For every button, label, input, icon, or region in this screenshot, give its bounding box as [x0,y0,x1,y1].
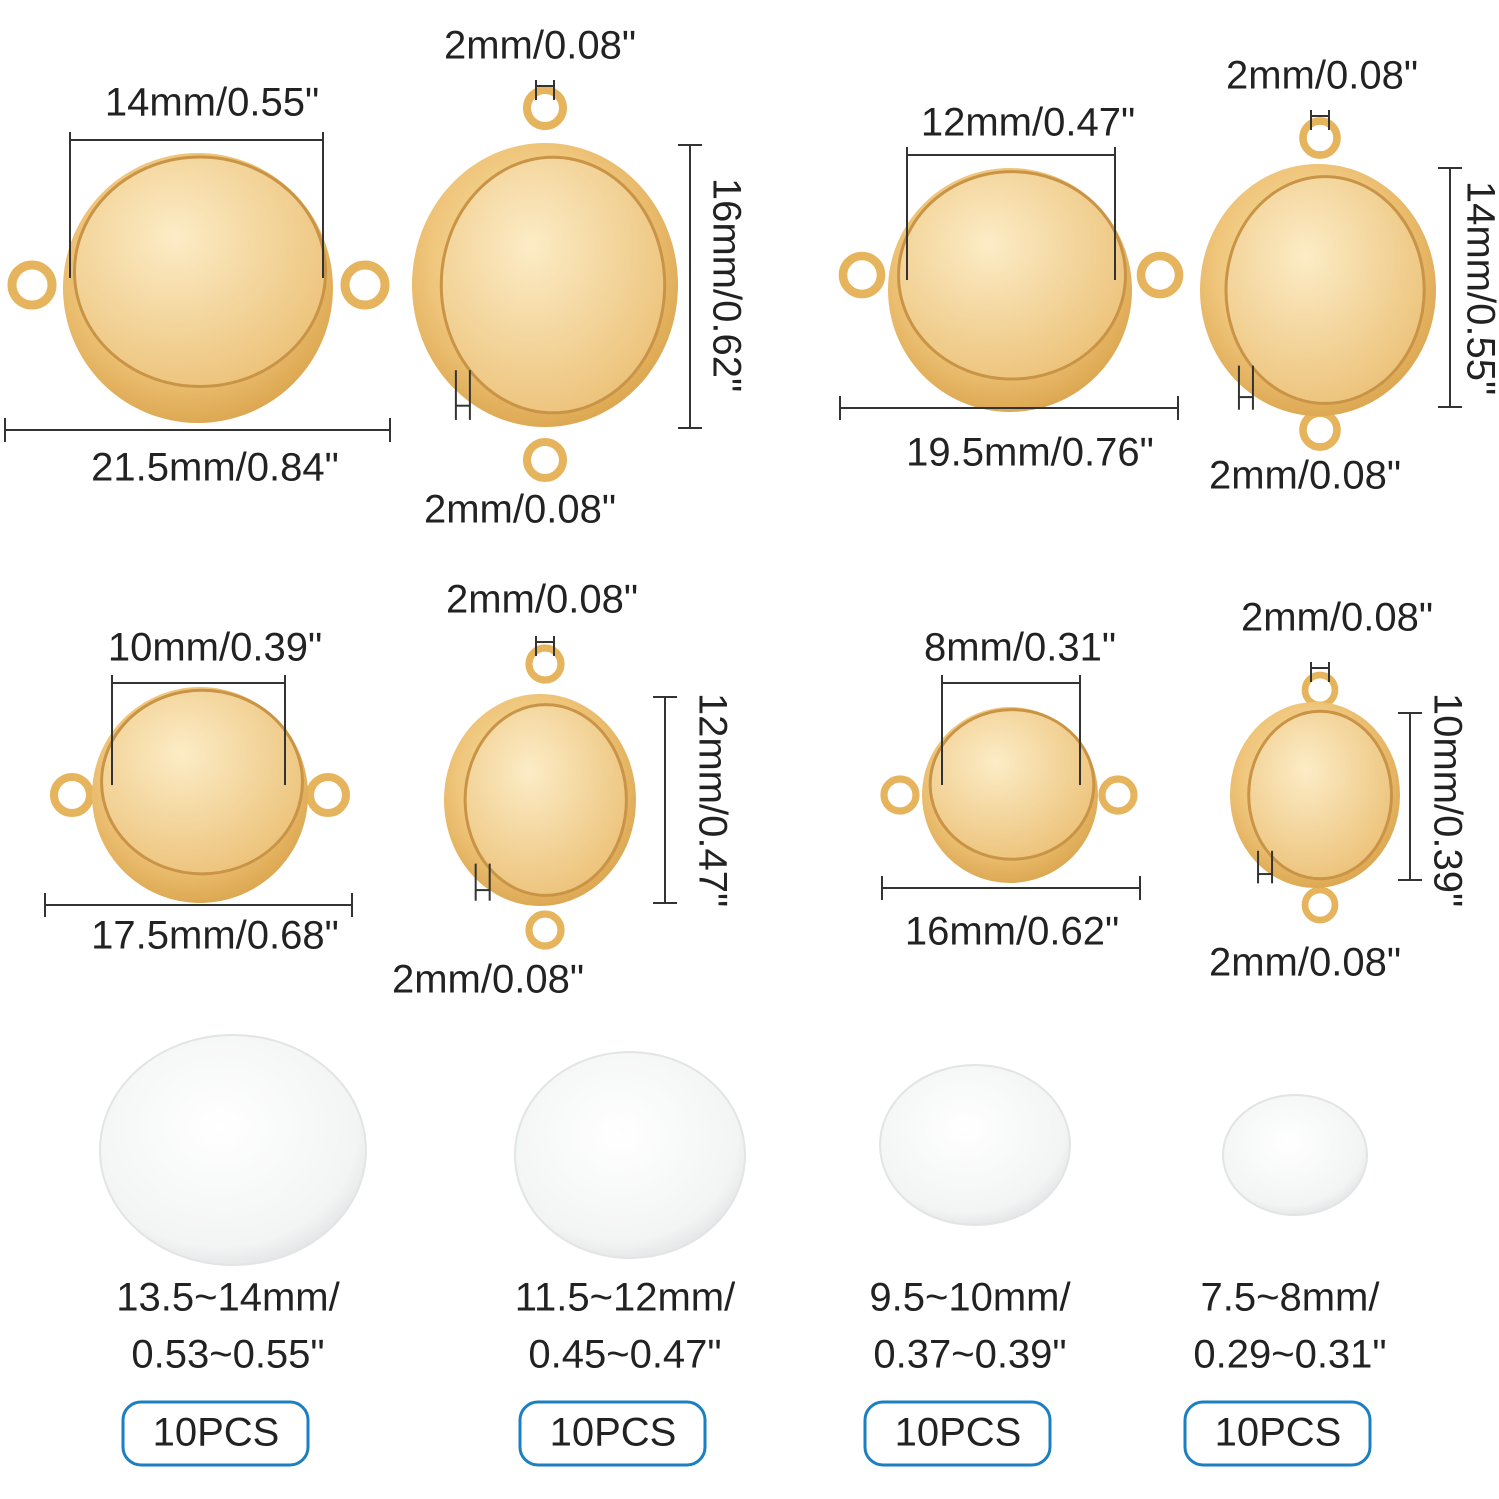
jump-ring [7,260,57,310]
inner-diameter-label: 10mm/0.39" [108,626,322,670]
quantity-badge [863,1400,1052,1467]
height-label: 12mm/0.47" [690,693,734,907]
loop-top-label: 2mm/0.08" [444,24,636,68]
quantity-badge [518,1400,707,1467]
jump-ring [838,251,886,299]
quantity-badge [1183,1400,1372,1467]
inner-diameter-label: 14mm/0.55" [105,81,319,125]
loop-bottom-label: 2mm/0.08" [1209,454,1401,498]
glass-cabochon [1222,1094,1368,1216]
jump-ring [1301,671,1339,709]
quantity-label: 10PCS [550,1411,677,1455]
overall-length-label: 16mm/0.62" [905,910,1119,954]
glass-cabochon [879,1064,1071,1226]
glass-cabochon [514,1051,746,1259]
cabochon-size: 13.5~14mm/ [116,1276,340,1320]
loop-bottom-label: 2mm/0.08" [392,958,584,1002]
side-bezel-inner [463,703,628,897]
jump-ring [305,772,351,818]
jump-ring [522,437,568,483]
height-label: 10mm/0.39" [1425,693,1469,907]
jump-ring [340,260,390,310]
jump-ring [1301,886,1339,924]
loop-top-label: 2mm/0.08" [446,578,638,622]
jump-ring [1299,117,1341,159]
side-bezel-inner [439,155,667,415]
bezel-inner [72,155,328,389]
bezel-inner [897,170,1127,381]
glass-cabochon [99,1034,367,1266]
jump-ring [880,775,920,815]
quantity-badge [121,1400,310,1467]
jump-ring [522,85,568,131]
inner-diameter-label: 12mm/0.47" [921,101,1135,145]
jump-ring [1098,775,1138,815]
quantity-label: 10PCS [1215,1411,1342,1455]
inner-diameter-label: 8mm/0.31" [924,626,1116,670]
overall-length-label: 19.5mm/0.76" [906,431,1154,475]
overall-length-label: 21.5mm/0.84" [91,446,339,490]
cabochon-size: 9.5~10mm/ [869,1276,1071,1320]
cabochon-size: 0.53~0.55" [131,1333,324,1377]
quantity-label: 10PCS [153,1411,280,1455]
cabochon-size: 0.45~0.47" [528,1333,721,1377]
cabochon-size: 11.5~12mm/ [515,1276,736,1320]
overall-length-label: 17.5mm/0.68" [91,914,339,958]
loop-top-label: 2mm/0.08" [1241,596,1433,640]
side-bezel-inner [1224,175,1426,405]
cabochon-size: 0.37~0.39" [873,1333,1066,1377]
cabochon-size: 0.29~0.31" [1193,1333,1386,1377]
bezel-inner [100,688,304,876]
cabochon-size: 7.5~8mm/ [1201,1276,1381,1320]
loop-bottom-label: 2mm/0.08" [424,488,616,532]
loop-bottom-label: 2mm/0.08" [1209,941,1401,985]
jump-ring [49,772,95,818]
jump-ring [1299,409,1341,451]
side-bezel-inner [1247,709,1393,881]
jump-ring [1136,251,1184,299]
height-label: 14mm/0.55" [1458,181,1499,395]
loop-top-label: 2mm/0.08" [1226,54,1418,98]
jump-ring [525,644,565,684]
jump-ring [525,910,565,950]
bezel-inner [928,708,1096,861]
height-label: 16mm/0.62" [704,178,748,392]
quantity-label: 10PCS [895,1411,1022,1455]
